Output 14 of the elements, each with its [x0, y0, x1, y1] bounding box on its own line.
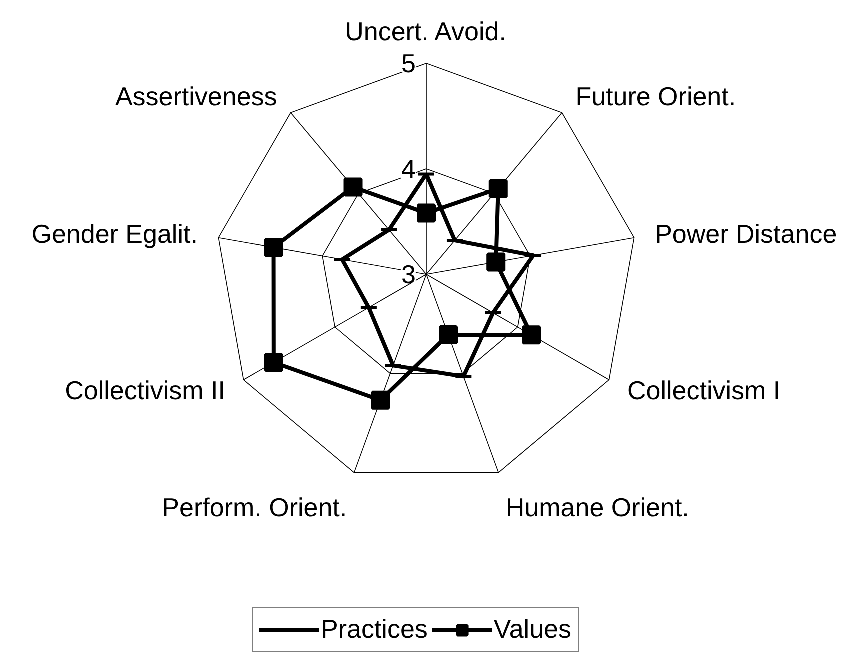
spoke-label: Collectivism II [65, 376, 226, 406]
legend-label: Practices [321, 614, 428, 645]
y-tick-label: 3 [401, 260, 416, 290]
spoke-label: Humane Orient. [506, 492, 690, 523]
spoke-label: Assertiveness [115, 82, 278, 112]
y-tick-label: 5 [401, 48, 416, 78]
spoke-label: Uncert. Avoid. [345, 16, 506, 47]
spoke-label: Collectivism I [628, 376, 781, 406]
y-tick-label: 4 [401, 154, 416, 184]
spoke-label: Power Distance [655, 219, 838, 250]
spoke-label: Gender Egalit. [32, 219, 198, 250]
spoke-label: Future Orient. [576, 82, 736, 112]
spoke-label: Perform. Orient. [162, 492, 348, 523]
legend-label: Values [494, 614, 572, 645]
